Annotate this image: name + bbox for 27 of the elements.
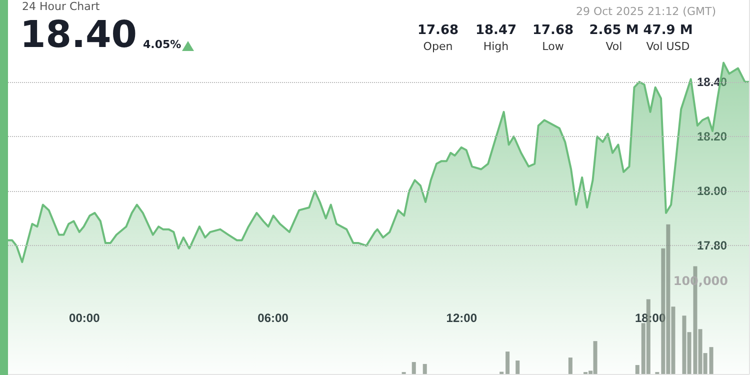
bar	[422, 364, 427, 374]
x-tick-label: 06:00	[258, 311, 289, 325]
annotation: Open	[423, 40, 453, 53]
bar	[516, 360, 520, 374]
annotation: 17.68	[417, 23, 459, 38]
annotation: Vol USD	[646, 40, 690, 53]
annotation: 17.68	[532, 23, 574, 38]
annotation: 4.05%	[143, 38, 182, 51]
x-tick-label: 12:00	[446, 311, 478, 325]
x-tick-label: 00:00	[69, 311, 100, 325]
bar	[506, 352, 510, 374]
annotation: 29 Oct 2025 21:12 (GMT)	[576, 5, 716, 18]
annotation: High	[483, 40, 509, 53]
annotation: 18.40	[20, 13, 138, 56]
annotation: 2.65 M	[589, 23, 639, 38]
bar	[709, 347, 714, 374]
chart-title: 24 Hour Chart	[22, 0, 100, 13]
annotation: 47.9 M	[643, 23, 693, 38]
bar	[568, 358, 572, 374]
annotation: Low	[542, 40, 564, 53]
annotation: Vol	[606, 40, 622, 53]
y-tick-label: 17.80	[696, 238, 728, 253]
annotation: 18.47	[475, 23, 517, 38]
y-tick-label: 18.20	[696, 129, 728, 144]
bar	[635, 365, 640, 374]
x-tick-label: 18:00	[634, 311, 666, 325]
bar	[412, 362, 416, 374]
